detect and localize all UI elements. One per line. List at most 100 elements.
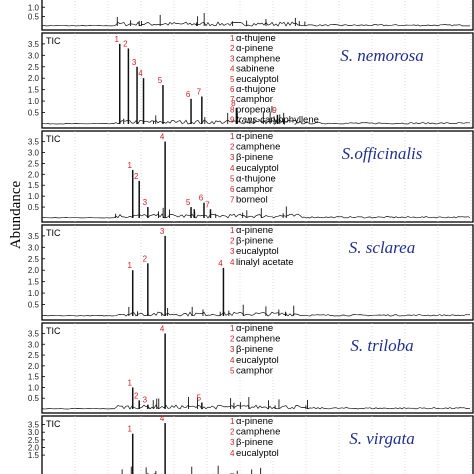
y-tick-label: 0.5 xyxy=(28,109,40,118)
compound-number: 4 xyxy=(230,65,235,74)
compound-name: α-thujone xyxy=(236,173,276,184)
y-tick-label: 0.5 xyxy=(28,301,40,310)
peak-label: 2 xyxy=(123,39,128,48)
y-tick-label: 0.5 xyxy=(28,13,40,22)
panel-frame xyxy=(41,32,474,129)
peak-label: 3 xyxy=(160,227,165,236)
y-tick-label: 1.0 xyxy=(28,289,40,298)
compound-number: 5 xyxy=(230,75,235,84)
y-tick-label: 3.5 xyxy=(28,138,40,147)
compound-name: β-pinene xyxy=(236,437,273,448)
peak-label: 3 xyxy=(143,198,148,207)
peak-label: 4 xyxy=(160,133,165,142)
peak-label: 2 xyxy=(143,254,148,263)
compound-name: camphor xyxy=(236,94,273,105)
baseline-trace xyxy=(41,21,471,27)
y-tick-label: 1.5 xyxy=(28,451,40,460)
y-tick-label: 2.0 xyxy=(28,170,40,179)
y-tick-label: 1.5 xyxy=(28,373,40,382)
panel-title: TIC xyxy=(46,326,61,336)
compound-name: α-pinene xyxy=(236,131,273,142)
compound-number: 1 xyxy=(230,226,235,235)
y-axis-label: Abundance xyxy=(8,181,24,250)
peak-label: 1 xyxy=(127,425,132,434)
y-tick-label: 0.5 xyxy=(28,394,40,403)
compound-number: 3 xyxy=(230,54,235,63)
compound-number: 7 xyxy=(230,196,235,205)
y-tick-label: 1.5 xyxy=(28,181,40,190)
panel-frame xyxy=(41,415,474,474)
compound-name: propenal xyxy=(236,104,273,115)
y-tick-label: 1.5 xyxy=(28,86,40,95)
peak-label: 6 xyxy=(199,194,204,203)
y-tick-label: 0.5 xyxy=(28,203,40,212)
y-tick-label: 1.0 xyxy=(28,97,40,106)
peak-label: 5 xyxy=(186,198,191,207)
compound-number: 1 xyxy=(230,34,235,43)
y-tick-label: 3.5 xyxy=(28,232,40,241)
compound-name: eucalyptol xyxy=(236,246,279,257)
peak-label: 7 xyxy=(205,200,210,209)
peak-label: 4 xyxy=(160,324,165,333)
baseline-trace xyxy=(41,119,470,125)
y-tick-label: 2.5 xyxy=(28,63,40,72)
peak-label: 1 xyxy=(127,161,132,170)
panel-1: 1.00.5 xyxy=(28,0,474,31)
panel-title: TIC xyxy=(46,36,61,46)
compound-number: 8 xyxy=(230,105,235,114)
compound-name: camphene xyxy=(236,53,280,64)
compound-number: 2 xyxy=(230,335,235,344)
peak-label: 8 xyxy=(231,99,236,108)
compound-name: borneol xyxy=(236,195,268,206)
compound-name: linalyl acetate xyxy=(236,257,294,268)
peak-label: 7 xyxy=(197,88,202,97)
compound-name: trans-caryophyllene xyxy=(236,115,319,126)
y-tick-label: 3.5 xyxy=(28,421,40,430)
species-name: S. triloba xyxy=(350,336,413,355)
y-tick-label: 3.0 xyxy=(28,340,40,349)
y-tick-label: 2.0 xyxy=(28,362,40,371)
baseline-trace xyxy=(41,404,471,410)
compound-number: 5 xyxy=(230,366,235,375)
peak-label: 2 xyxy=(134,172,139,181)
y-tick-label: 2.0 xyxy=(28,74,40,83)
compound-name: β-pinene xyxy=(236,236,273,247)
y-tick-label: 3.0 xyxy=(28,428,40,437)
compound-name: camphor xyxy=(236,184,273,195)
compound-number: 3 xyxy=(230,438,235,447)
compound-name: eucalyptol xyxy=(236,74,279,85)
compound-number: 1 xyxy=(230,132,235,141)
peak-label: 5 xyxy=(158,76,163,85)
compound-number: 6 xyxy=(230,185,235,194)
species-name: S.officinalis xyxy=(342,144,423,163)
compound-number: 7 xyxy=(230,95,235,104)
y-tick-label: 1.5 xyxy=(28,278,40,287)
panel-title: TIC xyxy=(46,419,61,429)
compound-name: sabinene xyxy=(236,64,275,75)
y-tick-label: 2.0 xyxy=(28,443,40,452)
compound-name: camphene xyxy=(236,334,280,345)
compound-name: α-pinene xyxy=(236,323,273,334)
compound-number: 2 xyxy=(230,237,235,246)
peak-label: 1 xyxy=(127,261,132,270)
panel-title: TIC xyxy=(46,228,61,238)
panel-frame xyxy=(41,224,474,321)
compound-number: 3 xyxy=(230,247,235,256)
compound-number: 1 xyxy=(230,324,235,333)
baseline-trace xyxy=(41,213,471,219)
peak-label: 3 xyxy=(132,58,137,67)
compound-name: β-pinene xyxy=(236,152,273,163)
peak-label: 6 xyxy=(186,90,191,99)
compound-number: 3 xyxy=(230,345,235,354)
panel-frame xyxy=(41,0,474,31)
y-tick-label: 1.0 xyxy=(28,192,40,201)
compound-name: α-thujone xyxy=(236,84,276,95)
peak-label: 2 xyxy=(134,391,139,400)
species-name: S. nemorosa xyxy=(340,46,423,65)
compound-name: camphor xyxy=(236,365,273,376)
peak-label: 4 xyxy=(138,69,143,78)
